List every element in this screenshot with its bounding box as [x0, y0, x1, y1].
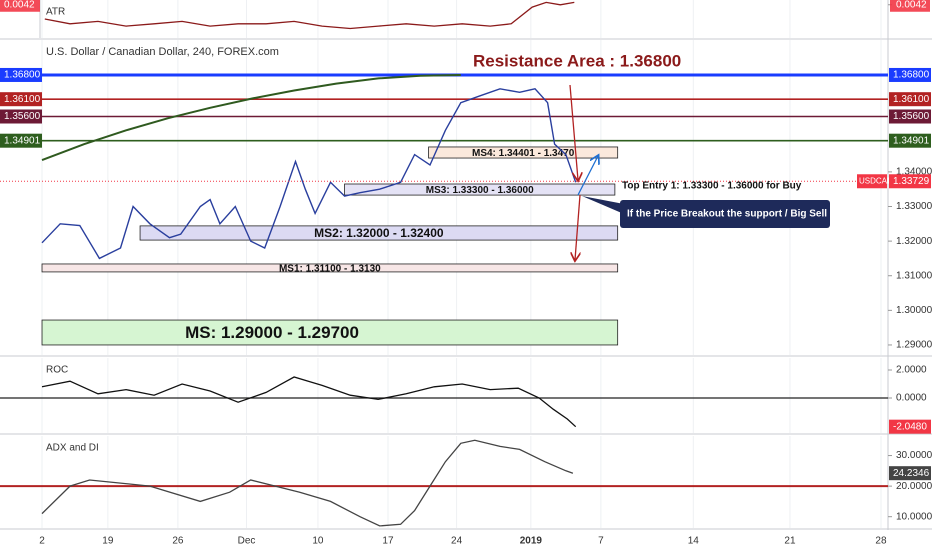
buy-arrow [577, 156, 598, 196]
level-box [889, 67, 931, 82]
indicator-line [44, 1, 575, 30]
moving-average [41, 74, 461, 162]
x-tick-label: 2019 [520, 536, 543, 547]
x-tick-label: 26 [172, 536, 184, 547]
x-tick-label: 7 [598, 536, 604, 547]
annotation: If the Price Breakout the support / Big … [627, 209, 827, 220]
annotation: Resistance Area : 1.36800 [473, 51, 681, 70]
atr-value-box [890, 0, 930, 12]
x-tick-label: 17 [382, 536, 394, 547]
zone [344, 183, 616, 196]
level-label: 1.36100 [4, 94, 41, 105]
level-label: 1.34901 [4, 135, 41, 146]
last-price-label: 1.33729 [893, 176, 930, 187]
breakdown-arrow [575, 194, 580, 260]
x-tick-label: 24 [451, 536, 463, 547]
level-box [889, 92, 931, 107]
x-tick-label: 2 [39, 536, 45, 547]
zone [428, 146, 619, 159]
y-tick-label: 1.30000 [896, 305, 932, 316]
zone-label: MS2: 1.32000 - 1.32400 [314, 226, 444, 240]
y-tick-label: 30.0000 [896, 450, 932, 461]
indicator-line [41, 376, 577, 428]
zone [139, 225, 619, 241]
y-tick-label: 0.0042 [896, 0, 927, 10]
y-tick-label: 1.33000 [896, 201, 932, 212]
last-value-box [889, 466, 931, 481]
last-value-label: 24.2346 [893, 468, 930, 479]
y-tick-label: 1.34000 [896, 167, 932, 178]
y-tick-label: 1.32000 [896, 236, 932, 247]
indicator-name: ROC [46, 365, 68, 376]
level-box [0, 67, 42, 82]
x-tick-label: 21 [784, 536, 796, 547]
level-box [0, 109, 42, 124]
zone-label: MS4: 1.34401 - 1.3470 [472, 148, 575, 159]
level-label: 1.36800 [893, 70, 930, 81]
indicator-name: ADX and DI [46, 443, 99, 454]
level-box [0, 92, 42, 107]
level-label: 1.34901 [893, 135, 930, 146]
level-box [889, 133, 931, 148]
x-tick-label: 10 [312, 536, 324, 547]
callout-box [620, 200, 830, 228]
x-tick-label: 14 [688, 536, 700, 547]
y-tick-label: 0.0000 [896, 393, 927, 404]
y-tick-label: 1.31000 [896, 270, 932, 281]
symbol-label: USDCAD [859, 176, 893, 185]
sell-arrow [569, 84, 578, 180]
y-tick-label: 20.0000 [896, 481, 932, 492]
zone [41, 263, 619, 273]
last-price-box [889, 174, 931, 189]
level-box [889, 109, 931, 124]
callout-pointer [582, 196, 624, 214]
level-label: 1.35600 [893, 111, 930, 122]
level-label: 1.35600 [4, 111, 41, 122]
price-line [41, 88, 577, 260]
y-tick-label: 2.0000 [896, 365, 927, 376]
last-value-box [889, 419, 931, 434]
zone-label: MS: 1.29000 - 1.29700 [185, 323, 359, 342]
y-tick-label-left: 0.0042 [4, 0, 35, 10]
level-label: 1.36100 [893, 94, 930, 105]
indicator-line [41, 439, 574, 527]
level-label: 1.36800 [4, 70, 41, 81]
zone-label: MS3: 1.33300 - 1.36000 [426, 185, 534, 196]
zone [41, 319, 619, 346]
chart-title: U.S. Dollar / Canadian Dollar, 240, FORE… [46, 46, 279, 58]
y-tick-label: 1.29000 [896, 340, 932, 351]
last-value-label: -2.0480 [893, 421, 927, 432]
atr-value-box [0, 0, 40, 12]
symbol-box [857, 174, 887, 189]
level-box [0, 133, 42, 148]
indicator-name: ATR [46, 7, 65, 18]
annotation: Top Entry 1: 1.33300 - 1.36000 for Buy [622, 181, 802, 192]
x-tick-label: Dec [238, 536, 256, 547]
x-tick-label: 19 [102, 536, 114, 547]
zone-label: MS1: 1.31100 - 1.3130 [279, 264, 381, 275]
y-tick-label: 10.0000 [896, 511, 932, 522]
x-tick-label: 28 [875, 536, 887, 547]
